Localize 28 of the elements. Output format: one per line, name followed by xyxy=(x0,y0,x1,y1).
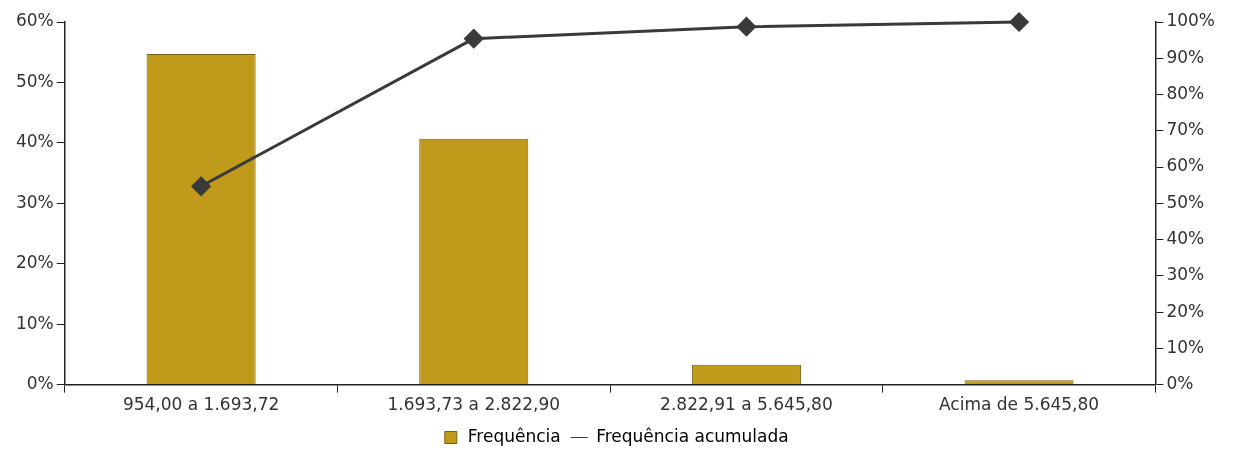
point xyxy=(736,17,756,37)
y2-tick-label: 60% xyxy=(1166,155,1205,176)
x-tick-label: 1.693,73 a 2.822,90 xyxy=(387,394,561,415)
y-tick-label: 30% xyxy=(15,191,54,212)
y2-tick-label: 0% xyxy=(1166,373,1194,394)
y-tick-label: 20% xyxy=(15,252,54,273)
y-tick-label: 60% xyxy=(15,10,54,31)
x-tick-label: 954,00 a 1.693,72 xyxy=(122,394,280,415)
y2-tick-label: 70% xyxy=(1166,119,1205,140)
point xyxy=(191,176,211,196)
point xyxy=(1009,12,1029,32)
legend-label: Frequência xyxy=(467,425,561,446)
y2-tick-label: 20% xyxy=(1166,300,1205,321)
y2-tick-label: 30% xyxy=(1166,264,1205,285)
y-tick-label: 10% xyxy=(15,312,54,333)
legend-label: Frequência acumulada xyxy=(596,425,789,446)
y-tick-label: 40% xyxy=(15,131,54,152)
y2-tick-label: 40% xyxy=(1166,227,1205,248)
point xyxy=(464,29,484,49)
y2-tick-label: 80% xyxy=(1166,82,1205,103)
y-tick-label: 0% xyxy=(26,373,54,394)
x-tick-label: 2.822,91 a 5.645,80 xyxy=(660,394,833,415)
y2-tick-label: 100% xyxy=(1166,10,1216,31)
y2-tick-label: 10% xyxy=(1166,336,1205,357)
y2-tick-label: 50% xyxy=(1166,191,1205,212)
x-tick-label: Acima de 5.645,80 xyxy=(939,394,1100,415)
y2-tick-label: 90% xyxy=(1166,46,1205,67)
y-tick-label: 50% xyxy=(15,70,54,91)
